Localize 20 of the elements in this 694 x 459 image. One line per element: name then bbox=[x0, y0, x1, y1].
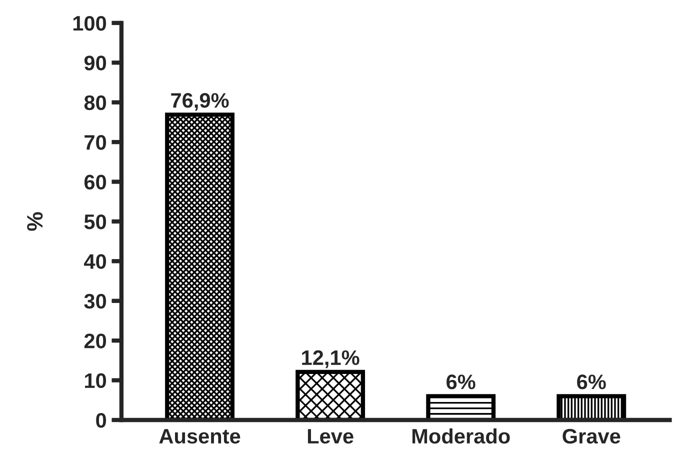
x-tick-label: Moderado bbox=[412, 428, 510, 444]
x-tick-label: Leve bbox=[308, 429, 354, 444]
y-tick-label: 10 bbox=[85, 373, 106, 388]
y-tick-label: 80 bbox=[84, 95, 106, 110]
x-tick-label: Grave bbox=[562, 428, 620, 444]
y-tick-label: 40 bbox=[84, 254, 106, 269]
y-tick-label: 90 bbox=[84, 56, 106, 70]
y-tick-label: 0 bbox=[96, 412, 106, 428]
y-tick-label: 60 bbox=[84, 174, 106, 190]
y-tick-label: 20 bbox=[84, 334, 106, 348]
x-tick-label: Ausente bbox=[159, 429, 240, 444]
y-tick-label: 70 bbox=[84, 135, 106, 150]
data-label: 76,9% bbox=[171, 93, 229, 111]
y-axis-title: % bbox=[27, 212, 43, 231]
data-label: 6% bbox=[446, 374, 476, 390]
y-tick-label: 100 bbox=[73, 16, 106, 31]
y-tick-label: 30 bbox=[84, 294, 106, 309]
y-tick-label: 50 bbox=[84, 214, 106, 230]
data-label: 6% bbox=[577, 374, 606, 390]
data-label: 12,1% bbox=[302, 350, 360, 368]
